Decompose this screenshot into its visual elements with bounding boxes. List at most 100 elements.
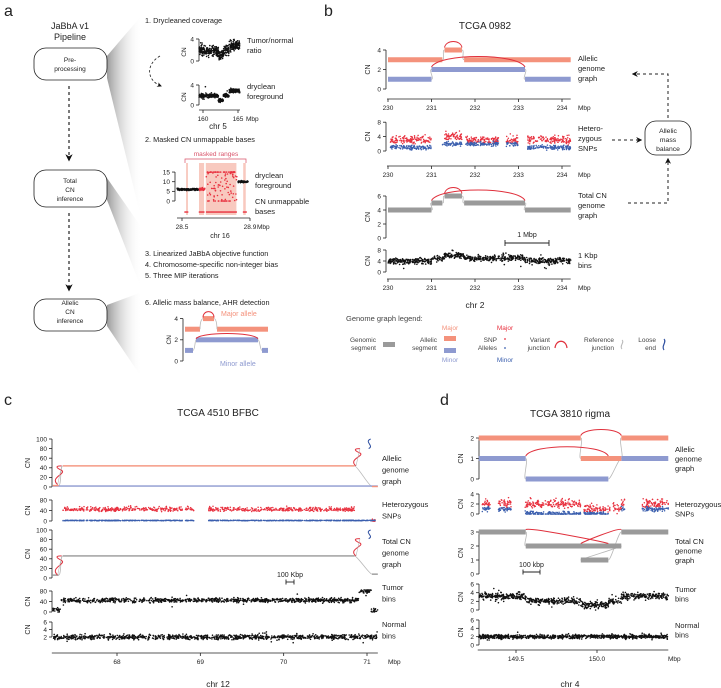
snp-major-point <box>494 136 497 138</box>
snp-minor-point <box>426 145 429 148</box>
major-allele-label: Major allele <box>221 311 257 318</box>
snp-major-point <box>310 509 312 511</box>
snp-major-point <box>510 138 513 140</box>
snp-major-point <box>547 140 549 142</box>
coverage-point <box>227 51 230 53</box>
snp-minor-point <box>343 519 346 521</box>
snp-minor-point <box>454 143 457 145</box>
bin-point <box>547 263 550 265</box>
reference-junction <box>354 555 373 575</box>
snp-major-point <box>71 508 73 511</box>
snp-major-point <box>225 509 227 511</box>
snp-major-point <box>476 141 479 143</box>
snp-major-point <box>410 140 413 143</box>
bin-point <box>397 260 399 263</box>
x-tick-label: 233 <box>513 285 524 292</box>
snp-major-point <box>242 509 244 512</box>
x-tick-label: 232 <box>470 172 481 179</box>
masked-point <box>232 193 235 195</box>
reference-junction <box>442 195 445 204</box>
snp-major-point <box>294 509 296 511</box>
snp-major-point <box>566 137 569 139</box>
snp-major-point <box>217 509 220 512</box>
snp-major-point <box>152 508 155 511</box>
snp-minor-point <box>136 519 139 522</box>
snp-major-point <box>267 506 269 509</box>
bin-point <box>444 252 447 255</box>
snp-minor-point <box>553 147 556 149</box>
bin-point <box>54 610 56 612</box>
snp-minor-point <box>371 519 374 522</box>
snp-major-point <box>136 507 139 510</box>
snp-minor-point <box>123 519 126 522</box>
snp-major-point <box>416 136 418 138</box>
snp-minor-point <box>552 144 555 147</box>
snp-minor-point <box>390 145 393 147</box>
coverage-point <box>234 47 236 50</box>
snp-major-point <box>72 509 75 512</box>
snp-minor-point <box>399 144 401 147</box>
bin-point <box>497 255 500 257</box>
snp-minor-point <box>176 519 178 521</box>
snp-major-point <box>229 508 232 511</box>
major-allele-segment <box>444 47 462 53</box>
masked-point <box>226 186 228 188</box>
snp-minor-point <box>217 519 220 522</box>
snp-major-point <box>118 509 121 511</box>
coverage-point <box>225 54 228 57</box>
y-tick-label: 8 <box>377 120 381 127</box>
snp-major-point <box>213 509 216 512</box>
coverage-point <box>232 40 234 43</box>
snp-major-point <box>512 135 514 137</box>
snp-minor-point <box>356 519 358 522</box>
masked-point <box>224 174 226 177</box>
track-label: bases <box>255 207 275 216</box>
snp-minor-point <box>563 148 566 151</box>
snp-major-point <box>546 137 549 140</box>
snp-minor-point <box>400 144 403 147</box>
masked-point <box>212 172 214 174</box>
y-tick-label: 0 <box>377 235 381 242</box>
snp-minor-point <box>512 145 515 147</box>
snp-major-point <box>111 506 113 509</box>
masked-point <box>207 171 209 174</box>
snp-major-point <box>126 507 129 509</box>
snp-minor-point <box>311 519 314 522</box>
snp-minor-point <box>492 144 495 146</box>
major-allele-segment <box>185 326 200 332</box>
coverage-point <box>207 48 210 51</box>
snp-minor-point <box>249 519 252 522</box>
bin-point <box>499 259 502 261</box>
snp-major-point <box>446 138 449 141</box>
bin-point <box>476 258 478 260</box>
snp-major-point <box>469 139 471 141</box>
snp-major-point <box>133 509 135 511</box>
pipeline-box: Pre-processing <box>33 47 108 81</box>
snp-major-point <box>333 507 336 510</box>
reference-junction <box>192 318 263 351</box>
coverage-point <box>228 40 231 43</box>
bin-point <box>466 254 468 256</box>
snp-minor-point <box>448 142 450 145</box>
masked-point <box>232 173 234 175</box>
y-tick-label: 0 <box>43 575 47 582</box>
loose-end <box>367 438 372 450</box>
coverage-point <box>205 94 207 97</box>
snp-minor-point <box>443 142 446 144</box>
y-axis-label: CN <box>166 335 173 345</box>
coverage-point <box>200 97 203 99</box>
snp-major-point <box>483 140 486 142</box>
y-tick-label: 100 <box>36 436 47 443</box>
panel-label: c <box>4 392 12 409</box>
snp-major-point <box>343 507 346 509</box>
bin-point <box>505 252 507 254</box>
snp-major-point <box>62 509 64 511</box>
unmappable-base-mark <box>235 211 238 213</box>
coverage-point <box>227 54 230 57</box>
snp-major-point <box>86 506 89 508</box>
snp-major-point <box>415 139 418 141</box>
snp-minor-point <box>73 519 76 522</box>
bin-point <box>430 258 432 261</box>
bin-point <box>430 260 433 262</box>
bin-point <box>185 594 188 597</box>
